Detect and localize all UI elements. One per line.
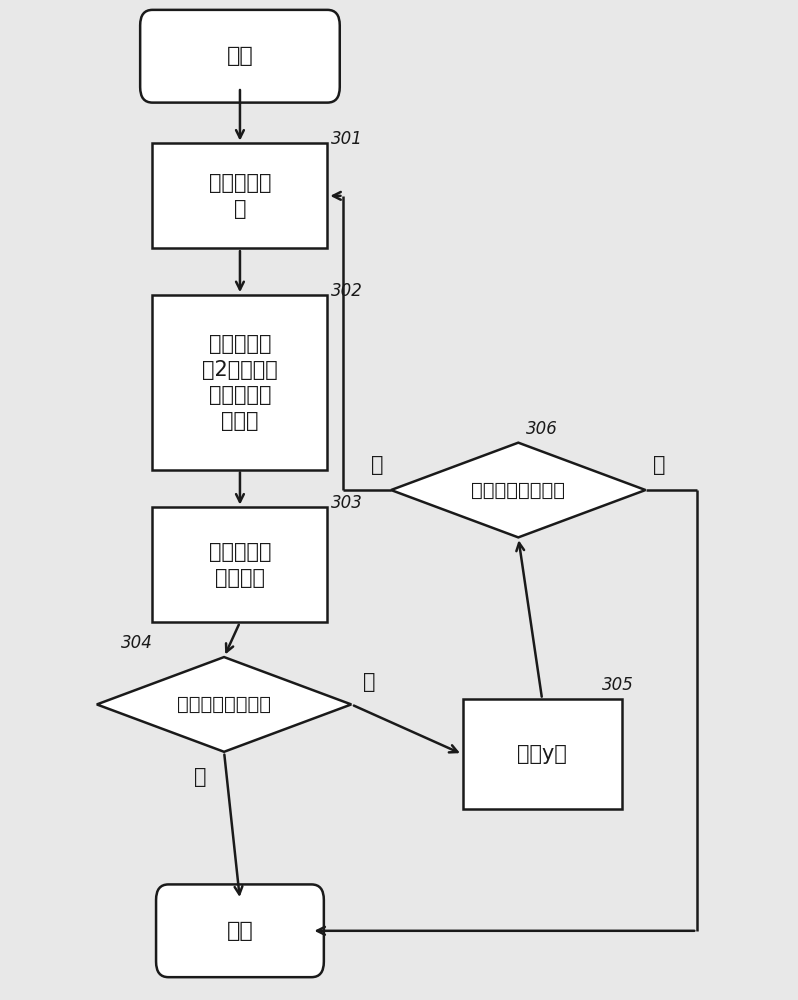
- Text: 是: 是: [654, 455, 666, 475]
- Text: 否: 否: [370, 455, 383, 475]
- FancyBboxPatch shape: [156, 884, 324, 977]
- Text: 计算此块灰
度特征值: 计算此块灰 度特征值: [209, 542, 271, 588]
- Text: 306: 306: [526, 420, 558, 438]
- Bar: [463, 699, 622, 809]
- Text: 304: 304: [120, 634, 152, 652]
- Text: 设置搜索范
围: 设置搜索范 围: [209, 173, 271, 219]
- Polygon shape: [97, 657, 351, 752]
- Text: 结束: 结束: [227, 921, 253, 941]
- Text: 开始: 开始: [227, 46, 253, 66]
- Text: 是否满足特征条件: 是否满足特征条件: [177, 695, 271, 714]
- Text: 303: 303: [331, 494, 363, 512]
- Text: 302: 302: [331, 282, 363, 300]
- Text: 计算y值: 计算y值: [517, 744, 567, 764]
- Polygon shape: [391, 443, 646, 537]
- Bar: [152, 143, 327, 248]
- Bar: [152, 507, 327, 622]
- Text: 是否满足结束条件: 是否满足结束条件: [472, 481, 565, 500]
- Text: 305: 305: [602, 676, 634, 694]
- Text: 计算梯度特
征2的值，保
存其中值最
大的点: 计算梯度特 征2的值，保 存其中值最 大的点: [202, 334, 278, 431]
- Text: 301: 301: [331, 130, 363, 148]
- Text: 是: 是: [363, 672, 376, 692]
- FancyBboxPatch shape: [140, 10, 340, 103]
- Text: 否: 否: [194, 767, 207, 787]
- Bar: [152, 295, 327, 470]
